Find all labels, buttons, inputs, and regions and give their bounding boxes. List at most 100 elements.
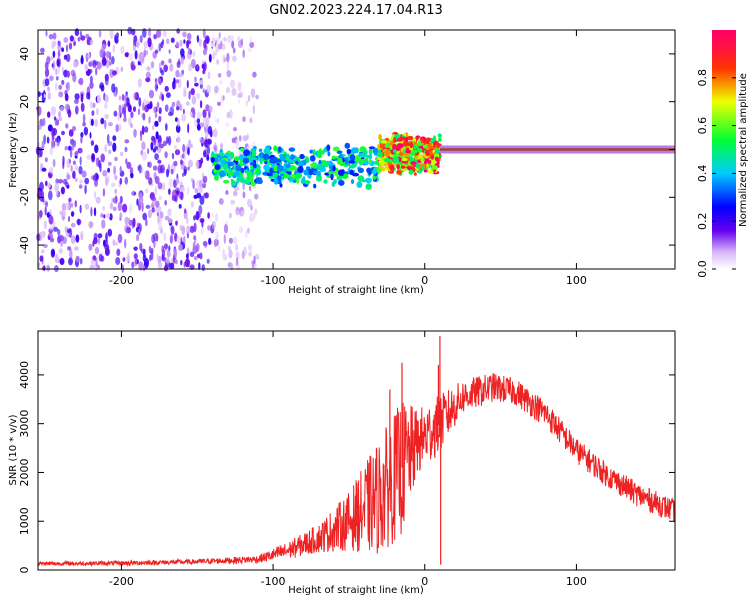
spectrogram-cell	[359, 146, 367, 152]
spectrogram-cell	[212, 128, 218, 138]
spectrogram-cell	[104, 102, 108, 110]
spectrogram-cell	[186, 225, 191, 234]
spectrogram-cell	[171, 80, 177, 90]
spectrogram-cell	[200, 157, 204, 164]
spectrogram-cell	[40, 249, 45, 254]
spectrogram-cell	[338, 179, 345, 186]
spectrogram-cell	[208, 53, 212, 63]
spectrogram-cell	[346, 148, 352, 155]
spectrogram-cell	[171, 152, 175, 160]
spectrogram-cell	[92, 102, 96, 109]
spectrogram-cell	[173, 144, 177, 150]
spectrogram-cell	[157, 159, 162, 164]
spectrogram-cell	[145, 49, 149, 56]
spectrogram-cell	[175, 79, 180, 84]
spectrogram-cell	[74, 165, 79, 171]
spectrogram-cell	[396, 164, 400, 170]
spectrogram-cell	[188, 90, 191, 100]
spectrogram-cell	[230, 199, 236, 205]
spectrogram-cell	[116, 248, 121, 257]
spectrogram-cell	[119, 151, 124, 156]
spectrogram-cell	[199, 100, 203, 109]
spectrogram-cell	[91, 154, 96, 163]
spectrogram-cell	[227, 245, 231, 252]
spectrogram-cell	[133, 253, 138, 260]
spectrogram-cell	[151, 234, 155, 244]
spectrogram-cell	[350, 179, 355, 185]
spectrogram-cell	[43, 220, 48, 230]
spectrogram-cell	[231, 180, 237, 187]
spectrogram-cell	[254, 208, 258, 216]
spectrogram-cell	[125, 158, 128, 165]
spectrogram-cell	[392, 149, 397, 153]
spectrogram-cell	[372, 147, 379, 155]
spectrogram-cell	[218, 198, 224, 205]
spectrogram-cell	[41, 167, 47, 172]
spectrogram-cell	[176, 136, 181, 143]
spectrogram-cell	[152, 200, 156, 206]
spectrogram-cell	[187, 123, 190, 134]
spectrogram-cell	[178, 204, 182, 209]
spectrogram-cell	[231, 137, 236, 143]
spectrogram-cell	[202, 109, 207, 118]
spectrogram-cell	[49, 225, 54, 231]
spectrogram-cell	[279, 154, 286, 162]
spectrogram-cell	[82, 121, 86, 127]
spectrogram-cell	[84, 203, 89, 210]
spectrogram-cell	[162, 30, 167, 38]
spectrogram-cell	[165, 92, 171, 98]
spectrogram-cell	[216, 154, 221, 159]
spectrogram-cell	[296, 177, 300, 184]
spectrogram-cell	[120, 66, 124, 73]
spectrogram-cell	[309, 163, 317, 167]
spectrogram-cell	[336, 158, 343, 165]
spectrogram-cell	[99, 49, 104, 58]
spectrogram-cell	[222, 248, 226, 257]
spectrogram-cell	[231, 88, 237, 96]
spectrogram-cell	[249, 117, 253, 124]
spectrogram-cell	[214, 174, 219, 181]
spectrogram-cell	[227, 161, 234, 167]
spectrogram-cell	[247, 94, 251, 103]
spectrogram-cell	[133, 35, 138, 43]
spectrogram-cell	[94, 119, 98, 127]
spectrogram-cell	[88, 221, 93, 229]
spectrogram-cell	[192, 241, 196, 249]
spectrogram-cell	[157, 215, 161, 224]
spectrogram-cell	[100, 84, 105, 92]
colorbar-tick-label: 0.6	[696, 117, 709, 135]
spectrogram-cell	[68, 197, 72, 203]
spectrogram-cell	[215, 231, 220, 241]
spectrogram-cell	[145, 77, 151, 83]
colorbar-tick-label: 0.2	[696, 212, 709, 230]
spectrogram-cell	[88, 69, 93, 74]
spectrogram-cell	[409, 141, 414, 149]
spectrogram-cell	[316, 170, 322, 177]
spectrogram-cell	[223, 57, 227, 63]
spectrogram-cell	[55, 76, 59, 81]
spectrogram-y-ticks: -40 -20 0 20 40	[18, 47, 675, 254]
spectrogram-cell	[124, 238, 127, 249]
spectrogram-cell	[189, 111, 193, 117]
spectrogram-cell	[148, 161, 152, 169]
spectrogram-cell	[344, 142, 351, 149]
spectrogram-cell	[53, 116, 57, 121]
spectrogram-cell	[158, 196, 162, 201]
spectrogram-cell	[407, 135, 414, 141]
spectrogram-cell	[405, 142, 410, 147]
spectrogram-cell	[104, 144, 108, 153]
spectrogram-cell	[195, 211, 200, 221]
spectrogram-cell	[263, 164, 270, 171]
spectrogram-cell	[213, 147, 217, 152]
spectrogram-cell	[79, 156, 82, 166]
spectrogram-cell	[42, 117, 46, 127]
spectrogram-cell	[220, 142, 224, 151]
spectrogram-cell	[57, 50, 61, 58]
spectrogram-cell	[193, 255, 198, 261]
spectrogram-cell	[190, 143, 193, 149]
spectrogram-cell	[156, 101, 160, 109]
spectrogram-cell	[97, 236, 101, 245]
spectrogram-cell	[114, 175, 118, 180]
spectrogram-cell	[290, 173, 296, 178]
spectrogram-cell	[289, 159, 294, 164]
